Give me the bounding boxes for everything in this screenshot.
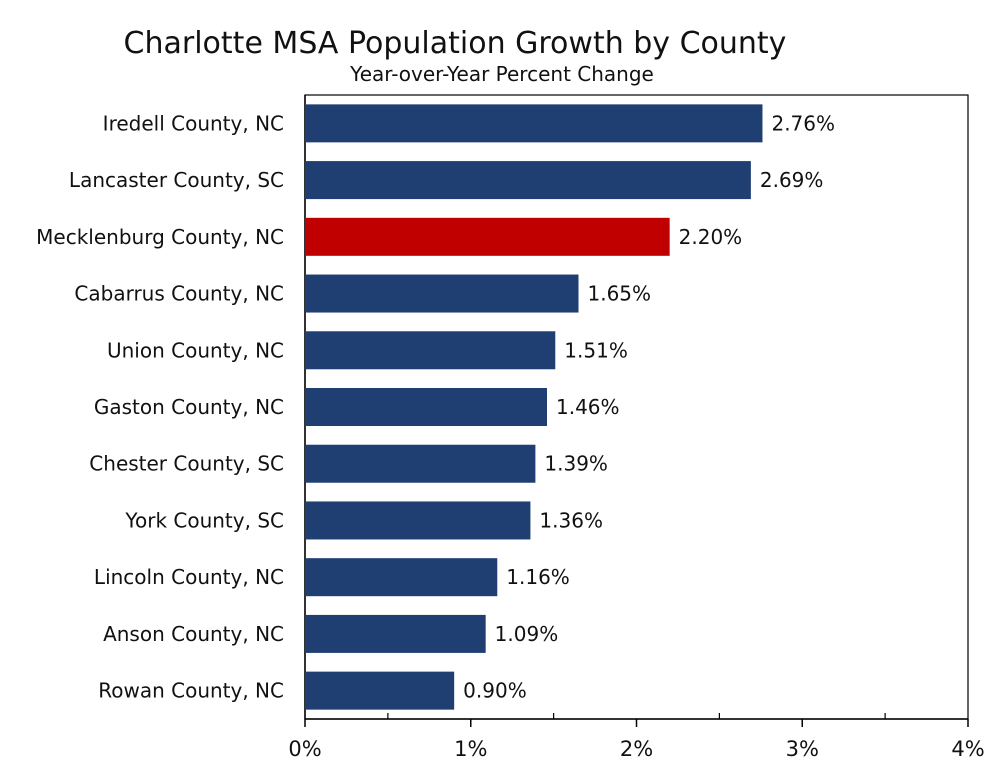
- y-tick-label: Gaston County, NC: [94, 395, 284, 419]
- data-label: 1.65%: [587, 282, 651, 306]
- bar: [305, 558, 498, 597]
- y-tick-label: Union County, NC: [107, 338, 284, 362]
- y-tick-label: York County, SC: [124, 508, 284, 532]
- data-label: 0.90%: [463, 679, 527, 703]
- x-tick-label: 0%: [288, 737, 321, 761]
- y-tick-label: Iredell County, NC: [103, 111, 284, 135]
- x-tick-label: 1%: [454, 737, 487, 761]
- bar: [305, 331, 556, 370]
- data-label: 1.39%: [544, 452, 608, 476]
- bar: [305, 388, 547, 426]
- bar: [305, 614, 486, 653]
- bar: [305, 671, 455, 710]
- x-tick-label: 3%: [786, 737, 819, 761]
- chart-subtitle: Year-over-Year Percent Change: [349, 62, 654, 86]
- data-label: 1.46%: [556, 395, 620, 419]
- data-label: 1.51%: [564, 338, 628, 362]
- bar: [305, 274, 579, 313]
- y-tick-label: Chester County, SC: [89, 452, 284, 476]
- data-label: 1.09%: [495, 622, 559, 646]
- y-tick-label: Mecklenburg County, NC: [36, 225, 284, 249]
- bar: [305, 501, 531, 540]
- y-tick-label: Anson County, NC: [103, 622, 284, 646]
- y-tick-label: Lancaster County, SC: [69, 168, 284, 192]
- bar: [305, 444, 536, 483]
- bar: [305, 104, 763, 143]
- x-tick-label: 4%: [951, 737, 984, 761]
- data-label: 2.69%: [760, 168, 824, 192]
- bar: [305, 161, 751, 200]
- chart-title: Charlotte MSA Population Growth by Count…: [124, 26, 787, 61]
- data-label: 1.36%: [539, 508, 603, 532]
- data-label: 2.20%: [679, 225, 743, 249]
- data-label: 2.76%: [771, 111, 835, 135]
- data-label: 1.16%: [506, 565, 570, 589]
- y-tick-label: Lincoln County, NC: [94, 565, 284, 589]
- y-tick-label: Cabarrus County, NC: [74, 282, 284, 306]
- x-tick-label: 2%: [620, 737, 653, 761]
- y-tick-label: Rowan County, NC: [98, 679, 284, 703]
- bar: [305, 217, 670, 256]
